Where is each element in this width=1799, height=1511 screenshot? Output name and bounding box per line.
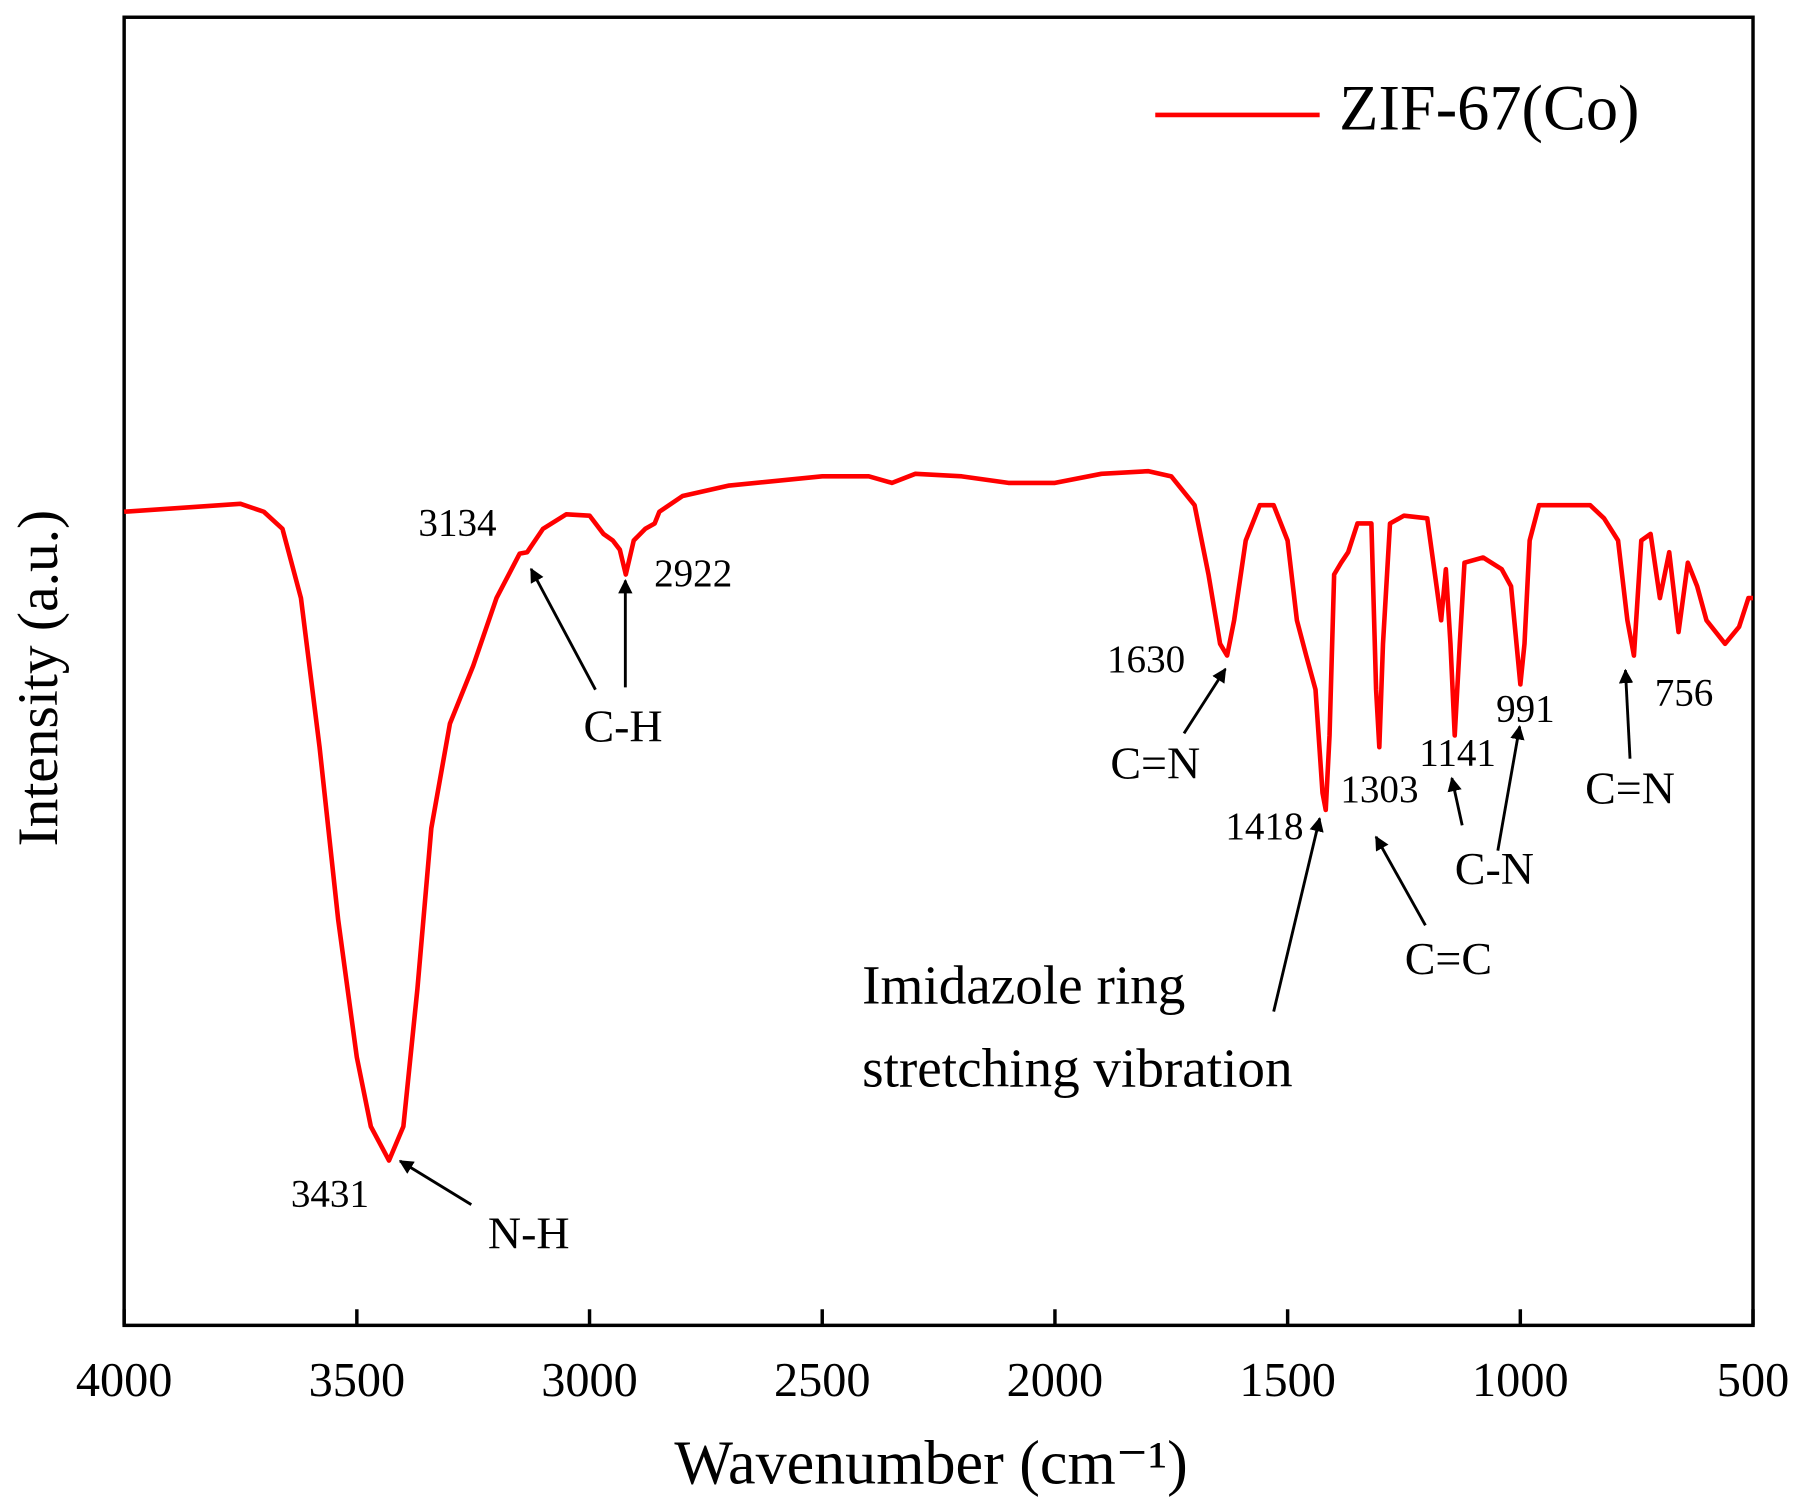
annotation: 1418 — [1225, 805, 1303, 848]
x-tick-label: 4000 — [76, 1354, 173, 1407]
x-tick-label: 3500 — [309, 1354, 406, 1407]
annotation-arrow — [1182, 667, 1227, 735]
x-tick-label: 1000 — [1472, 1354, 1569, 1407]
plot-frame — [122, 15, 1755, 1328]
annotation: 1303 — [1340, 768, 1418, 811]
spectrum-line — [123, 468, 1754, 1163]
annotation: 3134 — [418, 501, 496, 544]
x-tick-label: 1500 — [1239, 1354, 1336, 1407]
annotation: stretching vibration — [862, 1037, 1292, 1098]
annotation: 756 — [1655, 672, 1714, 715]
annotation: 1630 — [1107, 638, 1185, 681]
x-tick-label: 2500 — [774, 1354, 871, 1407]
annotation-arrow — [1374, 835, 1427, 927]
annotation: C=C — [1405, 933, 1492, 984]
annotation-arrow — [1618, 668, 1634, 759]
annotation: 1141 — [1419, 731, 1496, 774]
annotation-arrow — [529, 567, 597, 691]
annotation: C-H — [583, 701, 662, 752]
annotation-arrow — [1272, 817, 1324, 1012]
x-axis-label: Wavenumber (cm⁻¹) — [674, 1429, 1187, 1497]
x-tick-label: 3000 — [541, 1354, 638, 1407]
annotation: C=N — [1585, 763, 1675, 814]
annotation: C-N — [1455, 843, 1534, 894]
annotation: 991 — [1496, 688, 1555, 731]
annotation-arrow — [398, 1159, 473, 1206]
x-tick-label: 2000 — [1007, 1354, 1104, 1407]
annotation: N-H — [488, 1208, 570, 1259]
y-axis-label: Intensity (a.u.) — [7, 510, 70, 847]
annotation: Imidazole ring — [862, 955, 1185, 1016]
annotation-arrow — [1496, 725, 1525, 851]
annotation: C=N — [1110, 737, 1200, 788]
x-tick-label: 500 — [1717, 1354, 1789, 1407]
annotation-arrow — [1447, 776, 1464, 826]
legend-label: ZIF-67(Co) — [1339, 73, 1639, 144]
annotation: 3431 — [291, 1173, 369, 1216]
annotation: 2922 — [654, 552, 732, 595]
